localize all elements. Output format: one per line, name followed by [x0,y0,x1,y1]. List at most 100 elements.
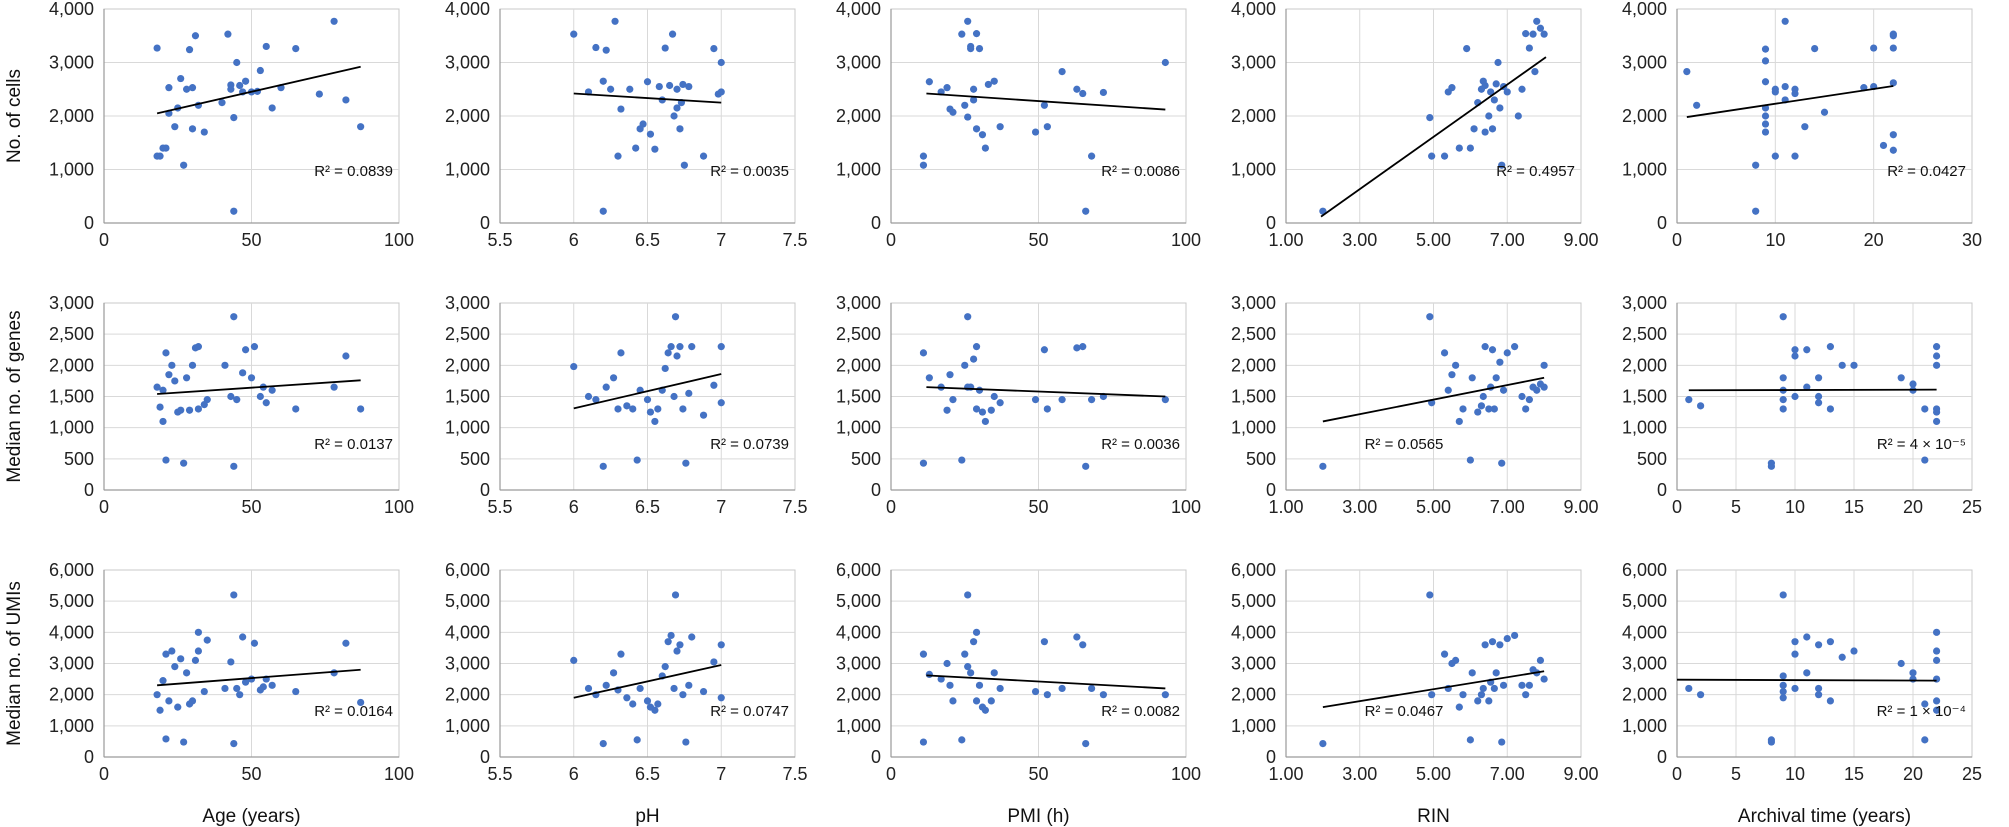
data-point [162,650,170,658]
data-point [1761,120,1770,128]
x-tick-label: 25 [1962,497,1982,517]
y-tick-label: 1,500 [445,387,490,407]
data-point [984,80,992,89]
x-tick-label: 50 [1028,497,1048,517]
data-point [654,700,662,708]
data-point [1426,313,1434,321]
data-point [1779,313,1787,321]
data-point [159,677,167,685]
data-point [661,364,669,373]
y-tick-label: 2,000 [1231,106,1276,126]
y-tick-label: 0 [1266,747,1276,767]
data-point [247,374,256,382]
data-point [1488,346,1497,354]
data-point [162,735,170,743]
y-tick-label: 5,000 [1231,591,1276,611]
data-point [230,591,238,599]
y-tick-label: 3,000 [1622,53,1667,73]
data-point [599,739,607,748]
y-tick-label: 0 [1657,480,1667,500]
data-point [639,120,647,128]
data-point [1540,361,1548,369]
y-tick-label: 3,000 [1622,293,1667,313]
r2-label: R² = 0.4957 [1496,163,1575,180]
data-point [183,669,191,677]
data-point [673,104,681,112]
y-tick-label: 1,000 [49,160,94,180]
x-tick-label: 6 [569,497,579,517]
data-point [1921,736,1929,744]
data-point [643,697,652,705]
data-point [981,706,990,714]
y-tick-label: 5,000 [49,591,94,611]
y-tick-label: 3,000 [49,654,94,674]
x-tick-label: 100 [1171,497,1201,517]
data-point [602,681,610,689]
y-tick-label: 4,000 [445,622,490,642]
r2-label: R² = 0.0739 [710,436,789,453]
data-point [1490,96,1498,104]
data-point [636,684,644,693]
data-point [171,663,179,671]
data-point [1481,128,1489,136]
data-point [1498,738,1506,746]
x-tick-label: 5 [1731,497,1741,517]
data-point [1889,79,1897,87]
data-point [1498,161,1506,169]
data-point [153,691,161,699]
trend-line [1320,56,1547,218]
x-tick-label: 30 [1962,230,1982,250]
y-tick-label: 1,000 [49,716,94,736]
x-tick-label: 50 [241,764,261,784]
data-point [194,628,202,636]
data-point [1781,82,1789,91]
data-point [227,81,235,89]
data-point [978,408,987,416]
data-point [1540,675,1548,683]
data-point [183,85,191,93]
data-point [964,591,972,599]
data-point [221,684,229,693]
data-point [1933,647,1941,655]
data-point [171,377,179,385]
data-point [626,85,634,93]
data-point [685,681,693,689]
x-tick-label: 6.5 [635,230,660,250]
data-point [1803,633,1811,641]
data-point [925,78,933,86]
data-point [602,383,610,391]
x-tick-label: 9.00 [1563,230,1598,250]
data-point [1540,383,1548,391]
data-point [1522,405,1530,413]
data-point [682,738,690,746]
data-point [958,456,966,464]
data-point [236,81,244,90]
data-point [1889,146,1897,154]
data-point [230,207,238,215]
data-point [357,698,365,707]
data-point [1082,207,1090,215]
data-point [200,687,208,696]
y-tick-label: 2,000 [445,106,490,126]
data-point [643,396,652,404]
data-point [602,46,610,54]
data-point [1082,462,1090,470]
data-point [1058,67,1066,76]
data-point [1043,123,1051,131]
data-point [599,207,607,215]
y-tick-label: 3,000 [836,654,881,674]
data-point [259,683,267,691]
data-point [1448,371,1456,379]
y-tick-label: 1,000 [1622,160,1667,180]
data-point [967,42,975,51]
data-point [676,343,684,351]
data-point [978,131,987,139]
x-tick-label: 3.00 [1342,497,1377,517]
y-tick-label: 0 [1266,480,1276,500]
data-point [1455,417,1463,426]
data-point [1921,405,1929,413]
data-point [607,85,615,93]
data-point [670,684,678,693]
data-point [165,697,173,705]
data-point [156,706,164,714]
